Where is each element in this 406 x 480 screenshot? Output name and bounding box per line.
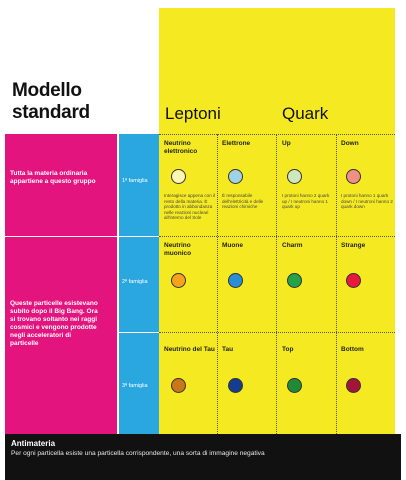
particle-name-top: Top <box>282 346 294 353</box>
particle-name-tau: Tau <box>222 346 234 353</box>
family-label-1: 1ª famiglia <box>122 178 148 184</box>
particle-desc-electron-neutrino: Interagisce appena con il resto della ma… <box>164 193 216 221</box>
particle-dot-electron <box>228 169 243 184</box>
grid-line-col3 <box>336 134 337 434</box>
particle-name-down: Down <box>341 140 359 147</box>
particle-name-charm: Charm <box>282 242 303 249</box>
particle-name-electron-neutrino: Neutrino elettronico <box>164 140 198 155</box>
particle-dot-strange <box>346 273 361 288</box>
family-column <box>119 134 159 434</box>
particle-dot-muon <box>228 273 243 288</box>
particle-desc-up: I protoni hanno 2 quark up / I neutroni … <box>282 193 330 210</box>
particle-name-bottom: Bottom <box>341 346 364 353</box>
family-label-3: 3ª famiglia <box>122 383 148 389</box>
side-text-ordinary-matter: Tutta la materia ordinaria appartiene a … <box>10 170 96 185</box>
particle-dot-charm <box>287 273 302 288</box>
quarks-header: Quark <box>282 104 329 123</box>
antimatter-text: Per ogni particella esiste una particell… <box>11 450 265 457</box>
particle-desc-down: I protoni hanno 1 quark down / I neutron… <box>341 193 393 210</box>
particle-dot-top <box>287 378 302 393</box>
particle-name-electron: Elettrone <box>222 140 251 147</box>
particle-dot-bottom <box>346 378 361 393</box>
particle-name-tau-neutrino: Neutrino del Tau <box>164 346 215 353</box>
family-separator-2 <box>119 332 159 333</box>
particle-dot-electron-neutrino <box>171 169 186 184</box>
grid-line-row1 <box>159 236 395 237</box>
family-separator-1 <box>5 236 159 237</box>
quarks-column-bg <box>276 8 395 434</box>
particle-name-strange: Strange <box>341 242 366 249</box>
particle-dot-tau <box>228 378 243 393</box>
leptons-header: Leptoni <box>165 104 221 123</box>
particle-dot-down <box>346 169 361 184</box>
family-label-2: 2ª famiglia <box>122 279 148 285</box>
particle-desc-electron: È responsabile dell'elettricità e delle … <box>222 193 264 210</box>
description-column <box>5 134 117 434</box>
grid-line-col2 <box>276 134 277 434</box>
grid-line-top <box>159 134 395 135</box>
particle-dot-tau-neutrino <box>171 378 186 393</box>
particle-dot-muon-neutrino <box>171 273 186 288</box>
grid-line-row2 <box>159 332 395 333</box>
particle-name-up: Up <box>282 140 291 147</box>
antimatter-heading: Antimateria <box>11 439 56 448</box>
particle-name-muon: Muone <box>222 242 243 249</box>
page-title: Modello standard <box>12 80 90 123</box>
side-text-exotic-matter: Queste particelle esistevano subito dopo… <box>10 300 98 347</box>
grid-line-col1 <box>217 134 218 434</box>
particle-dot-up <box>287 169 302 184</box>
antimatter-footer: Antimateria Per ogni particella esiste u… <box>5 434 401 480</box>
particle-name-muon-neutrino: Neutrino muonico <box>164 242 192 257</box>
